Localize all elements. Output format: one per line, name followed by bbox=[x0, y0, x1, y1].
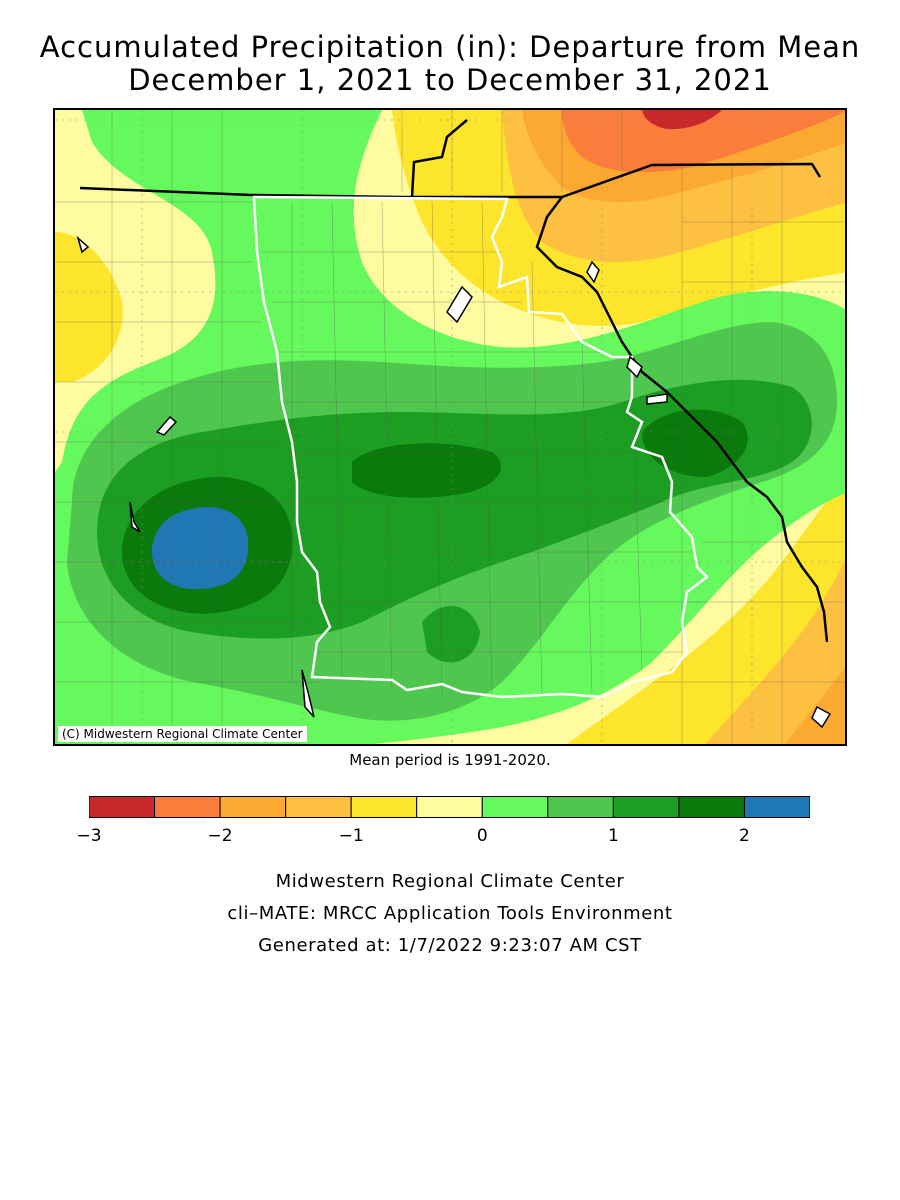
se-dry-band-2 bbox=[705, 560, 845, 744]
legend-swatch bbox=[743, 796, 810, 818]
legend-tick-label: −3 bbox=[76, 826, 102, 846]
footer-organization: Midwestern Regional Climate Center bbox=[275, 871, 625, 892]
mean-period-note: Mean period is 1991-2020. bbox=[349, 751, 551, 769]
se-dry-band-3 bbox=[785, 667, 845, 744]
lake-9 bbox=[76, 235, 90, 254]
color-legend bbox=[89, 796, 810, 818]
wet-band-4-east bbox=[642, 409, 748, 477]
ne-dry-band-4 bbox=[562, 110, 845, 173]
legend-swatch bbox=[219, 796, 287, 818]
legend-swatch bbox=[154, 796, 221, 818]
wet-pocket-south bbox=[422, 605, 480, 663]
legend-tick-label: 1 bbox=[607, 826, 619, 846]
map-date-range: December 1, 2021 to December 31, 2021 bbox=[128, 63, 772, 97]
legend-swatch bbox=[89, 796, 156, 818]
lake-8 bbox=[811, 705, 832, 729]
legend-swatch bbox=[547, 796, 614, 818]
lake-1 bbox=[446, 285, 473, 324]
lake-3 bbox=[646, 393, 668, 405]
lake-5 bbox=[129, 501, 141, 533]
legend-bar bbox=[89, 796, 810, 818]
legend-swatch bbox=[481, 796, 549, 818]
legend-tick-label: −2 bbox=[207, 826, 233, 846]
precipitation-departure-map: (C) Midwestern Regional Climate Center bbox=[53, 108, 847, 746]
map-copyright: (C) Midwestern Regional Climate Center bbox=[58, 726, 307, 742]
map-contours bbox=[55, 110, 845, 744]
river-border-east bbox=[535, 196, 829, 643]
wet-band-4-central bbox=[352, 443, 501, 498]
footer-toolset: cli–MATE: MRCC Application Tools Environ… bbox=[227, 903, 673, 924]
lake-2 bbox=[626, 355, 643, 379]
legend-swatch bbox=[350, 796, 418, 818]
west-dry-pocket bbox=[55, 232, 123, 382]
wettest-core bbox=[151, 507, 249, 590]
legend-swatch bbox=[612, 796, 680, 818]
legend-tick-label: 0 bbox=[476, 826, 488, 846]
lake-7 bbox=[586, 260, 600, 284]
lake-4 bbox=[155, 415, 178, 436]
region-outline bbox=[252, 195, 709, 699]
legend-swatch bbox=[416, 796, 483, 818]
county-lines bbox=[55, 110, 845, 744]
footer-generated-time: Generated at: 1/7/2022 9:23:07 AM CST bbox=[258, 935, 642, 956]
legend-swatch bbox=[285, 796, 352, 818]
state-border-northwest bbox=[410, 119, 468, 198]
map-title: Accumulated Precipitation (in): Departur… bbox=[39, 30, 861, 64]
legend-tick-label: 2 bbox=[739, 826, 750, 846]
legend-tick-label: −1 bbox=[338, 826, 364, 846]
lake-6 bbox=[301, 669, 315, 718]
ne-dry-core bbox=[642, 110, 722, 130]
legend-swatch bbox=[678, 796, 745, 818]
